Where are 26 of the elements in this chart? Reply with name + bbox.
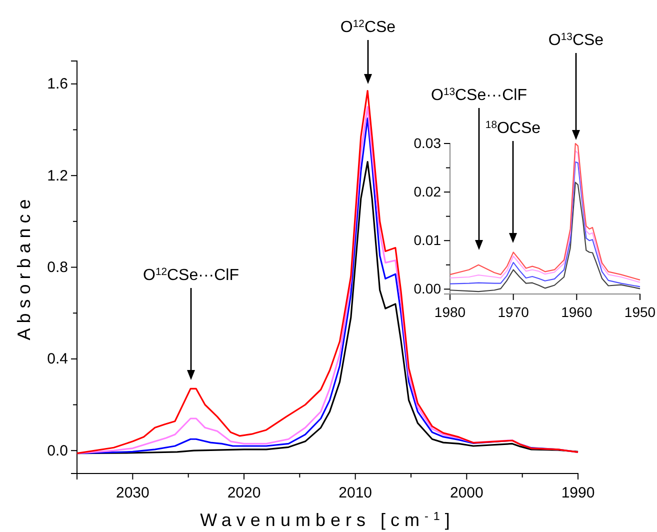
x-tick-label: 2010 [338,484,372,502]
x-tick-label: 2000 [450,484,484,502]
y-tick-label: 1.2 [47,167,68,184]
y-tick-label: 1.6 [47,76,68,93]
text: O$^{12}$CSe [340,18,396,36]
y-axis-title: Absorbance [14,194,34,340]
x-tick-label: 2030 [116,484,150,502]
x-tick-label: 2020 [227,484,261,502]
x-tick-label: 1950 [624,304,656,320]
y-tick-label: 0.00 [414,280,442,297]
x-tick-label: 1960 [561,304,592,320]
annotation: O$^{13}$CSe···ClF [430,86,528,104]
text: O$^{13}$CSe [548,32,604,49]
x-tick-label: 1990 [561,484,595,502]
y-tick-label: 0.4 [47,350,68,368]
annotation: $^{18}$OCSe [485,120,541,137]
y-tick-label: 0.02 [414,184,442,200]
x-tick-label: 1970 [498,304,530,320]
x-axis-title: Wavenumbers [cm$^{-1}$] [200,510,455,530]
line-series [449,182,641,292]
y-tick-label: 0.01 [414,232,442,248]
annotation: O$^{12}$CSe···ClF [142,266,240,284]
y-tick-label: 0.8 [47,259,68,276]
x-tick-label: 1980 [434,304,466,320]
y-tick-label: 0.0 [47,442,68,460]
y-tick-label: 0.03 [414,134,442,151]
